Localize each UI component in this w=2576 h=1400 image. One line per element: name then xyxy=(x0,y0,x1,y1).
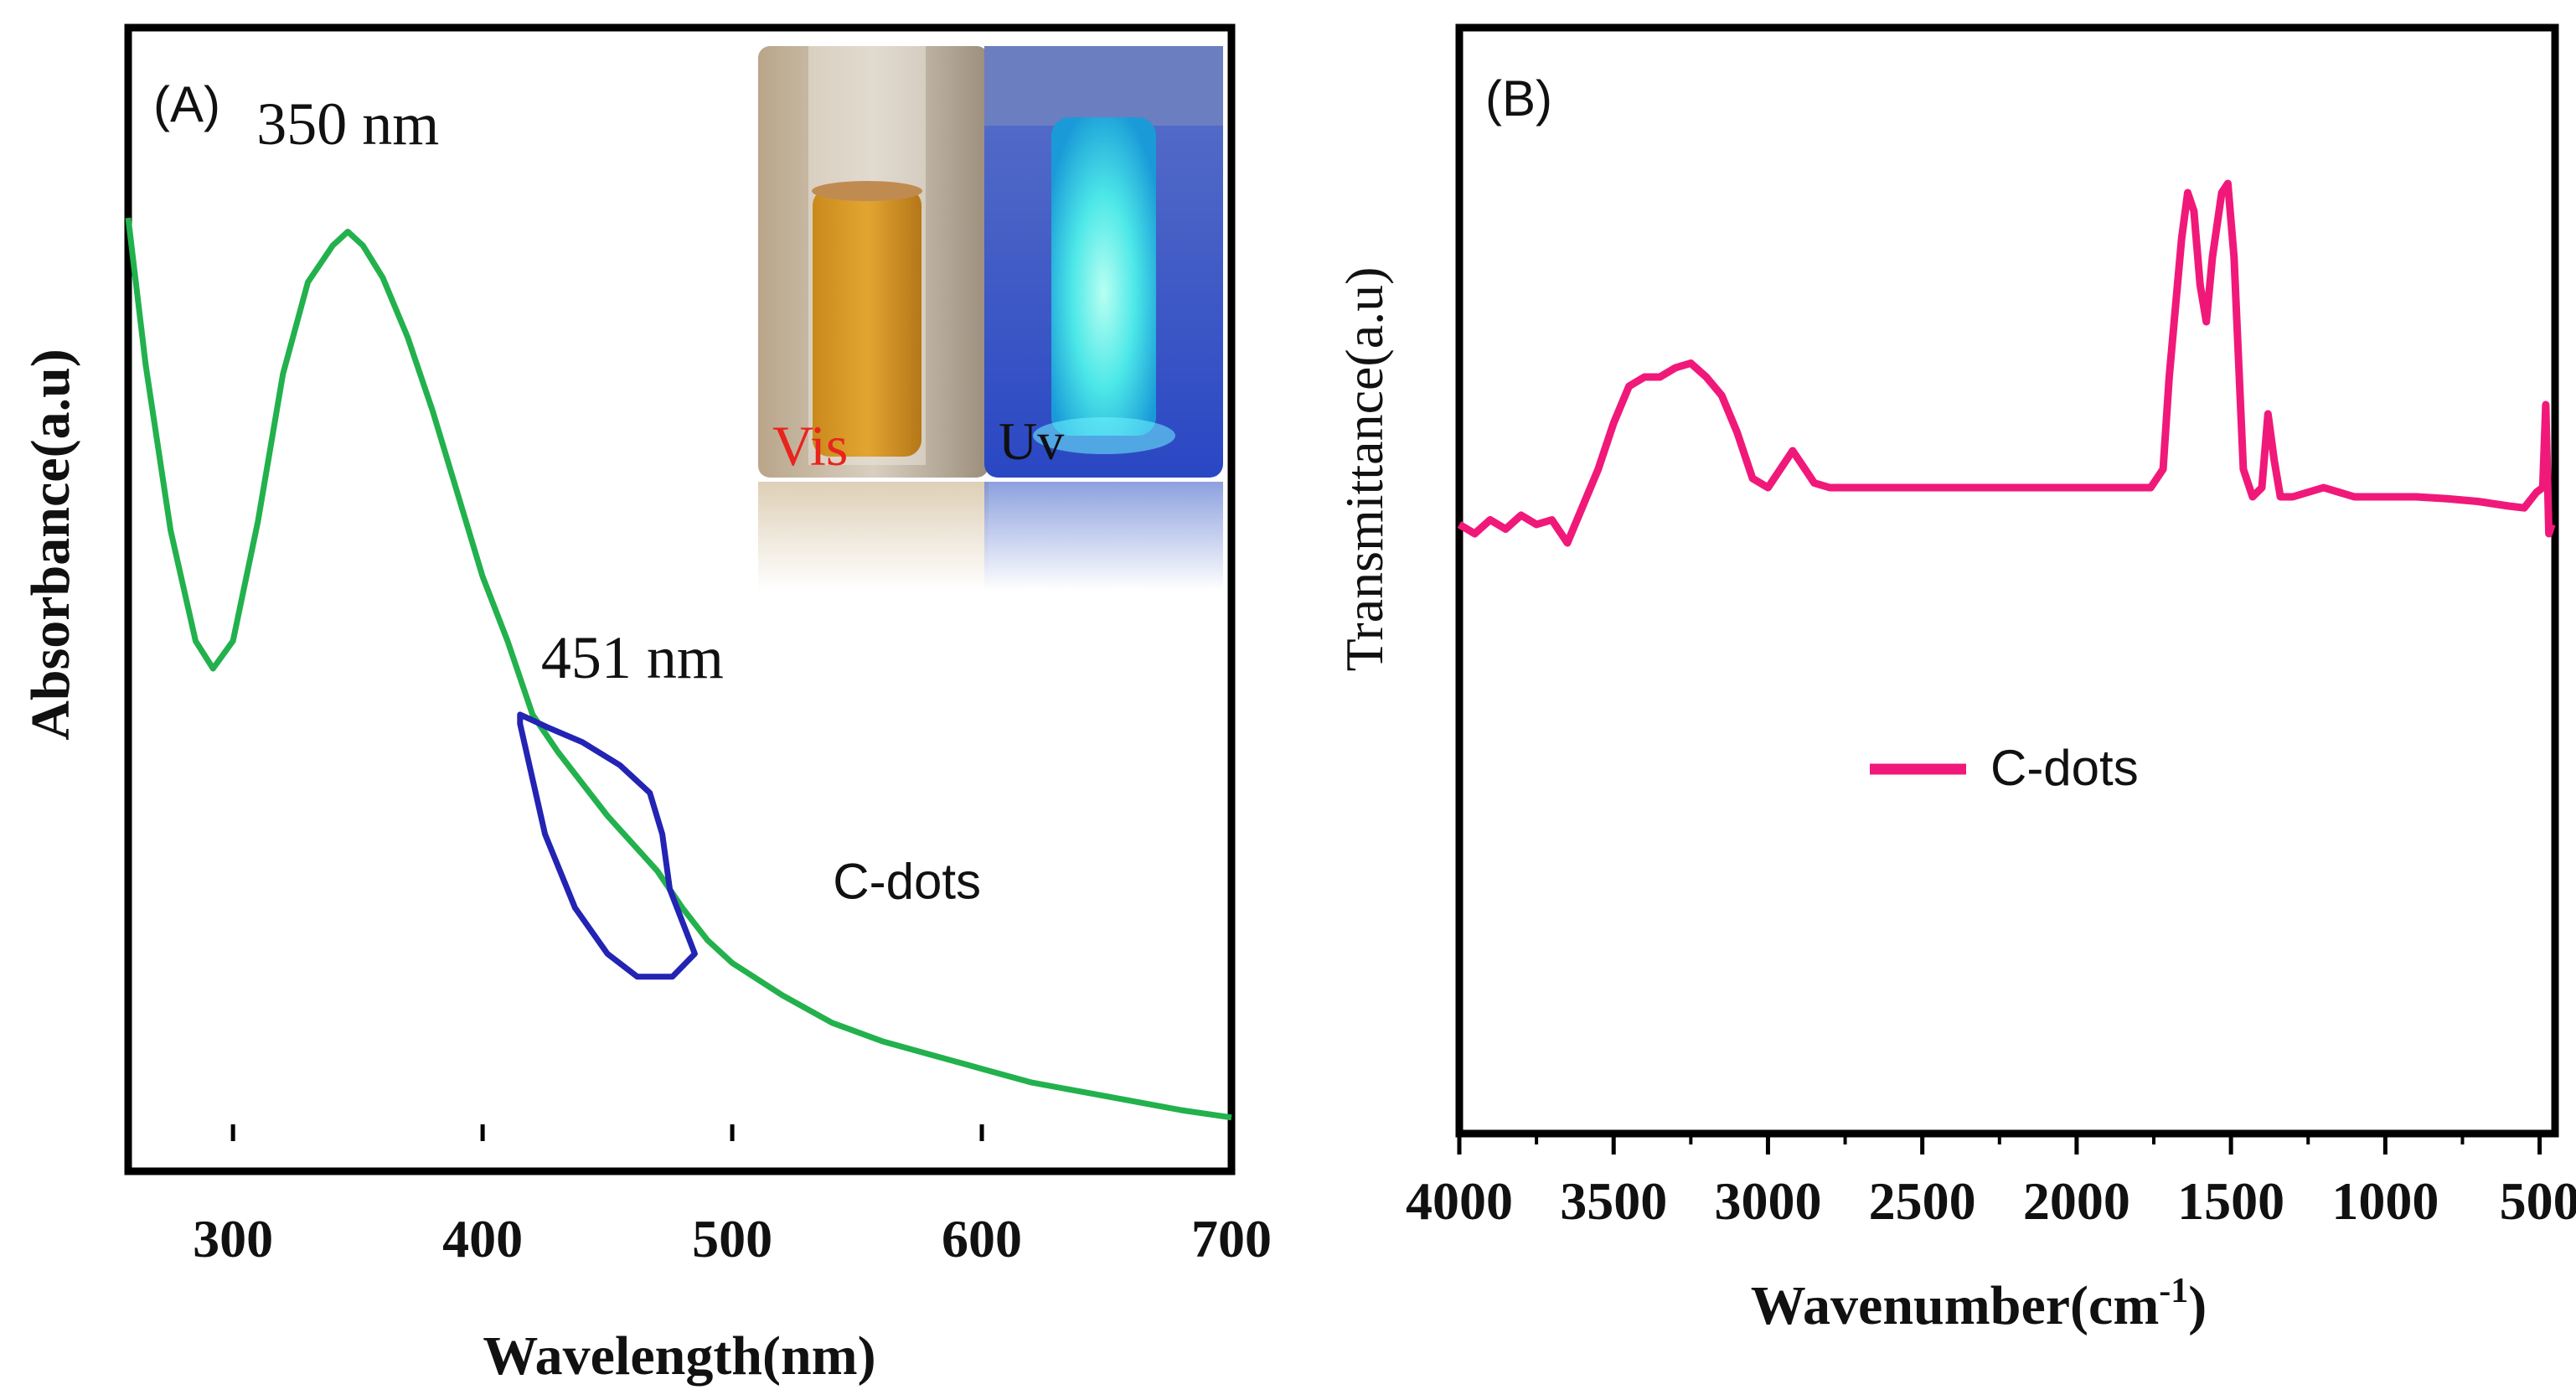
panel-b-legend: C-dots xyxy=(1870,740,2139,796)
panel-b-x-label-suffix: ) xyxy=(2188,1275,2207,1336)
x-tick-label: 2500 xyxy=(1869,1171,1976,1231)
legend-label: C-dots xyxy=(1990,740,2139,796)
inset-vis-label: Vis xyxy=(772,414,848,478)
highlight-451nm-outline xyxy=(517,711,698,980)
series-line-0 xyxy=(125,217,1232,1121)
uv-lamp-holder xyxy=(984,46,1223,126)
vis-reflection xyxy=(758,482,989,591)
x-tick-label: 1500 xyxy=(2177,1171,2284,1231)
panel-a-series-layer xyxy=(125,217,1232,1121)
x-tick-label: 500 xyxy=(692,1209,772,1268)
panel-b-ticks-layer: 4000 3500 3000 2500 2000 1500 1000 500 xyxy=(1406,1134,2576,1231)
x-tick-label: 600 xyxy=(942,1209,1022,1268)
x-tick-label: 3500 xyxy=(1560,1171,1667,1231)
series-line-0 xyxy=(1457,179,2556,547)
annotation-350nm: 350 nm xyxy=(256,90,439,158)
x-tick-label: 1000 xyxy=(2331,1171,2439,1231)
x-tick-label: 300 xyxy=(193,1209,273,1268)
uv-reflection xyxy=(984,482,1223,591)
inset-uv-label: Uv xyxy=(999,411,1064,471)
panel-b-frame xyxy=(1455,23,2559,1138)
panel-a-label: (A) xyxy=(153,76,220,132)
x-tick-label: 700 xyxy=(1191,1209,1272,1268)
uv-base-glow xyxy=(1033,417,1175,454)
panel-b-y-axis-label: Transmittance(a.u) xyxy=(1334,267,1394,672)
panel-b-label: (B) xyxy=(1485,70,1552,127)
annotation-451nm: 451 nm xyxy=(541,624,724,691)
panel-b-x-label-main: Wavenumber(cm xyxy=(1751,1275,2160,1336)
panel-a: (A) xyxy=(20,23,1272,1387)
panel-a-y-axis-label: Absorbance(a.u) xyxy=(20,349,81,741)
x-tick-label: 400 xyxy=(442,1209,523,1268)
annotation-c-dots: C-dots xyxy=(833,854,981,910)
panel-a-x-axis-label: Wavelength(nm) xyxy=(483,1325,875,1387)
x-tick-label: 500 xyxy=(2500,1171,2576,1231)
uv-tube-glow xyxy=(1051,117,1156,436)
inset-photo: Vis Uv xyxy=(758,46,1223,591)
vis-tube-liquid xyxy=(813,189,921,457)
panel-b-series-layer xyxy=(1457,179,2556,547)
panel-a-ticks-layer: 300 400 500 600 700 xyxy=(193,1124,1272,1268)
panel-b-x-axis-label: Wavenumber(cm-1) xyxy=(1751,1272,2207,1336)
vis-liquid-meniscus xyxy=(812,181,922,201)
panel-b: (B) 4000 3500 3000 2500 2000 1500 1000 500 C-do… xyxy=(1334,23,2576,1336)
x-tick-label: 4000 xyxy=(1406,1171,1513,1231)
panel-b-x-label-superscript: -1 xyxy=(2159,1272,2188,1310)
x-tick-label: 3000 xyxy=(1714,1171,1821,1231)
x-tick-label: 2000 xyxy=(2023,1171,2130,1231)
